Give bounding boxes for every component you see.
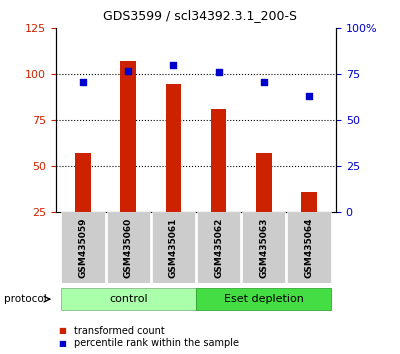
Bar — [256, 154, 272, 212]
Bar — [62, 212, 105, 283]
Point — [260, 79, 267, 85]
Text: ■: ■ — [58, 326, 66, 336]
Text: GSM435063: GSM435063 — [259, 218, 268, 278]
Bar — [242, 212, 286, 283]
Text: GSM435060: GSM435060 — [124, 218, 133, 278]
Bar — [287, 212, 330, 283]
Point — [80, 79, 86, 85]
Text: protocol: protocol — [4, 294, 47, 304]
Text: GSM435059: GSM435059 — [78, 218, 88, 278]
Bar — [211, 109, 226, 212]
Bar — [120, 62, 136, 212]
Bar — [75, 154, 91, 212]
Point — [215, 70, 222, 75]
Text: transformed count: transformed count — [74, 326, 165, 336]
Text: GDS3599 / scl34392.3.1_200-S: GDS3599 / scl34392.3.1_200-S — [103, 9, 297, 22]
Point — [125, 68, 132, 74]
Bar — [152, 212, 195, 283]
Text: Eset depletion: Eset depletion — [224, 294, 304, 304]
Text: GSM435062: GSM435062 — [214, 218, 223, 278]
Point — [170, 62, 177, 68]
Text: GSM435061: GSM435061 — [169, 218, 178, 278]
Text: percentile rank within the sample: percentile rank within the sample — [74, 338, 239, 348]
Bar — [60, 288, 196, 310]
Bar — [197, 212, 240, 283]
Text: GSM435064: GSM435064 — [304, 218, 314, 278]
Bar — [166, 84, 181, 212]
Bar — [301, 192, 317, 212]
Text: ■: ■ — [58, 339, 66, 348]
Text: control: control — [109, 294, 148, 304]
Point — [306, 93, 312, 99]
Bar — [196, 288, 332, 310]
Bar — [106, 212, 150, 283]
